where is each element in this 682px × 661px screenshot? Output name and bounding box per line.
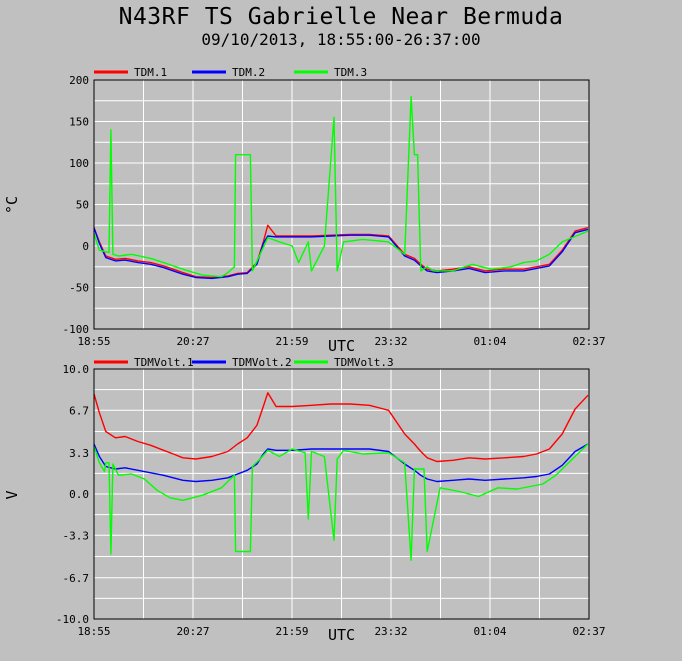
panel2-series-2-line [93,443,589,483]
panel1-y-tick-label: -100 [63,323,90,336]
panel2-x-tick-label: 02:37 [572,625,605,638]
panel2-x-tick-label: 21:59 [275,625,308,638]
panel2-series-3-line [93,443,589,561]
panel1-y-tick-label: 50 [76,199,89,212]
panel2-y-tick-label: 10.0 [63,363,90,376]
panel2-x-tick-label: 01:04 [473,625,506,638]
panel1-series-2-line [93,227,589,280]
chart-title: N43RF TS Gabrielle Near Bermuda [118,4,564,30]
panel2-legend-label: TDMVolt.2 [232,356,292,369]
panel2-legend-label: TDMVolt.1 [134,356,194,369]
panel2-x-tick-label: 20:27 [176,625,209,638]
panel1-legend-label: TDM.3 [334,66,367,79]
chart-subtitle: 09/10/2013, 18:55:00-26:37:00 [201,30,481,49]
panel1-x-tick-label: 18:55 [77,335,110,348]
panel1-x-tick-label: 01:04 [473,335,506,348]
panel1-y-axis-title: °C [3,196,21,214]
panel1-series-1-line [93,224,589,279]
panel2-x-tick-label: 18:55 [77,625,110,638]
panel1-y-tick-label: 200 [69,74,89,87]
panel1-legend-label: TDM.1 [134,66,167,79]
panel1-x-axis-title: UTC [328,337,355,355]
panel2-y-tick-label: -6.7 [63,572,90,585]
panel1-x-tick-label: 20:27 [176,335,209,348]
panel2-frame [93,368,590,620]
panel2-y-tick-label: 3.3 [69,447,89,460]
panel2-y-tick-label: -10.0 [56,613,89,626]
panel2-legend-label: TDMVolt.3 [334,356,394,369]
panel2-y-tick-label: -3.3 [63,529,90,542]
panel1-legend-label: TDM.2 [232,66,265,79]
panel1-x-tick-label: 21:59 [275,335,308,348]
panel1-frame [93,79,590,330]
panel2-y-tick-label: 6.7 [69,404,89,417]
panel1-x-tick-label: 23:32 [374,335,407,348]
panel2-x-axis-title: UTC [328,626,355,644]
panel2-y-tick-label: 0.0 [69,488,89,501]
panel2-x-tick-label: 23:32 [374,625,407,638]
panel1-x-tick-label: 02:37 [572,335,605,348]
panel2-series-1-line [93,392,589,463]
panel2-y-axis-title: V [3,490,21,499]
panel1-y-tick-label: 150 [69,116,89,129]
panel1-y-tick-label: 100 [69,157,89,170]
panel1-y-tick-label: -50 [69,282,89,295]
panel1-series-3-line [93,95,589,278]
panel1-y-tick-label: 0 [82,240,89,253]
